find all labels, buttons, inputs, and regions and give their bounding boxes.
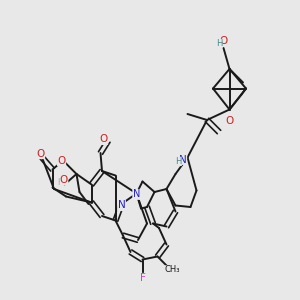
Text: H: H <box>216 39 222 48</box>
Text: O: O <box>36 148 45 159</box>
Text: O: O <box>219 36 228 46</box>
Text: O: O <box>99 134 108 145</box>
Text: O: O <box>225 116 234 127</box>
Text: O: O <box>57 155 66 166</box>
Text: H: H <box>175 157 182 166</box>
Text: N: N <box>179 154 187 165</box>
Text: O: O <box>60 175 68 185</box>
Text: H: H <box>57 178 63 187</box>
Text: N: N <box>118 200 125 211</box>
Text: F: F <box>140 273 146 284</box>
Text: N: N <box>133 189 140 200</box>
Text: CH₃: CH₃ <box>165 266 180 274</box>
